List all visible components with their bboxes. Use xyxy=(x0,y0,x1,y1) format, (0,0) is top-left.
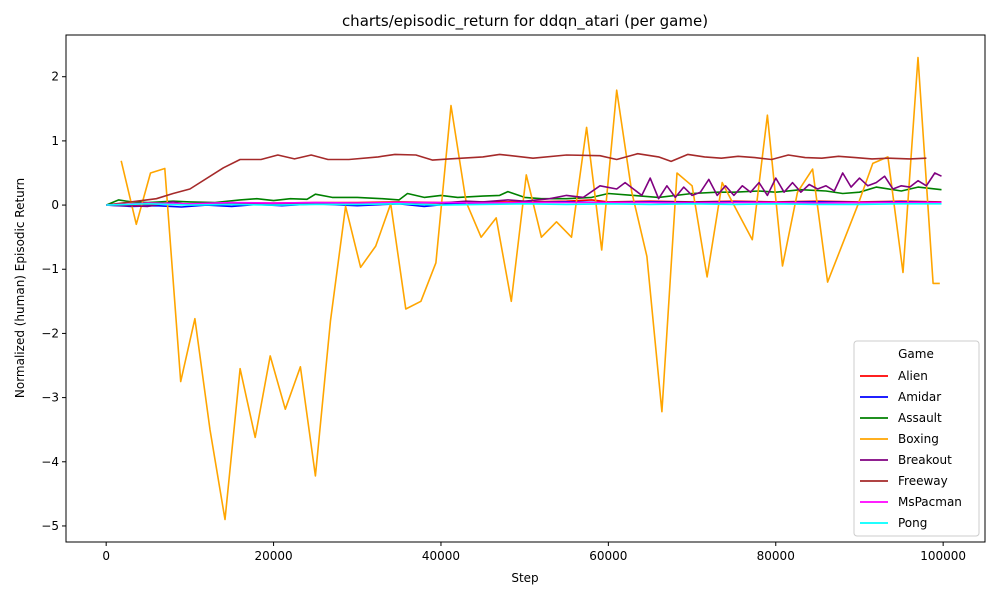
plot-frame xyxy=(65,34,986,543)
series-layer xyxy=(105,56,942,521)
series-line-freeway xyxy=(106,152,927,206)
x-tick-label: 40000 xyxy=(422,549,460,563)
legend-label-pong: Pong xyxy=(898,516,927,530)
legend-label-boxing: Boxing xyxy=(898,432,939,446)
y-tick-label: −5 xyxy=(41,519,59,533)
series-line-mspacman xyxy=(106,201,942,206)
y-tick-label: −1 xyxy=(41,262,59,276)
y-tick-label: 1 xyxy=(51,134,59,148)
legend-label-breakout: Breakout xyxy=(898,453,952,467)
legend-items: Alien Amidar Assault Boxing Breakout Freeway M… xyxy=(860,369,962,530)
x-tick-label: 100000 xyxy=(920,549,966,563)
x-axis-label: Step xyxy=(511,571,538,585)
legend-box xyxy=(853,340,980,537)
series-line-assault xyxy=(105,186,942,206)
legend-label-amidar: Amidar xyxy=(898,390,941,404)
ticks-layer: 0 20000 40000 60000 80000 100000 −5 −4 −3 −2 −1 0 1 2 xyxy=(41,70,966,563)
series-line-boxing xyxy=(120,56,940,521)
series-line-pong xyxy=(106,203,942,206)
x-tick-label: 60000 xyxy=(589,549,627,563)
legend-label-freeway: Freeway xyxy=(898,474,948,488)
legend-label-alien: Alien xyxy=(898,369,928,383)
legend-label-mspacman: MsPacman xyxy=(898,495,962,509)
y-tick-label: −2 xyxy=(41,326,59,340)
legend: Game Alien Amidar Assault Boxing Breakout Fre… xyxy=(853,340,980,537)
legend-label-assault: Assault xyxy=(898,411,942,425)
legend-title: Game xyxy=(898,347,934,361)
y-tick-label: −3 xyxy=(41,391,59,405)
y-tick-label: 0 xyxy=(51,198,59,212)
y-tick-label: 2 xyxy=(51,70,59,84)
chart-title: charts/episodic_return for ddqn_atari (p… xyxy=(342,12,708,31)
y-axis-label: Normalized (human) Episodic Return xyxy=(13,178,27,398)
x-tick-label: 80000 xyxy=(757,549,795,563)
x-tick-label: 0 xyxy=(102,549,110,563)
x-tick-label: 20000 xyxy=(254,549,292,563)
y-tick-label: −4 xyxy=(41,455,59,469)
